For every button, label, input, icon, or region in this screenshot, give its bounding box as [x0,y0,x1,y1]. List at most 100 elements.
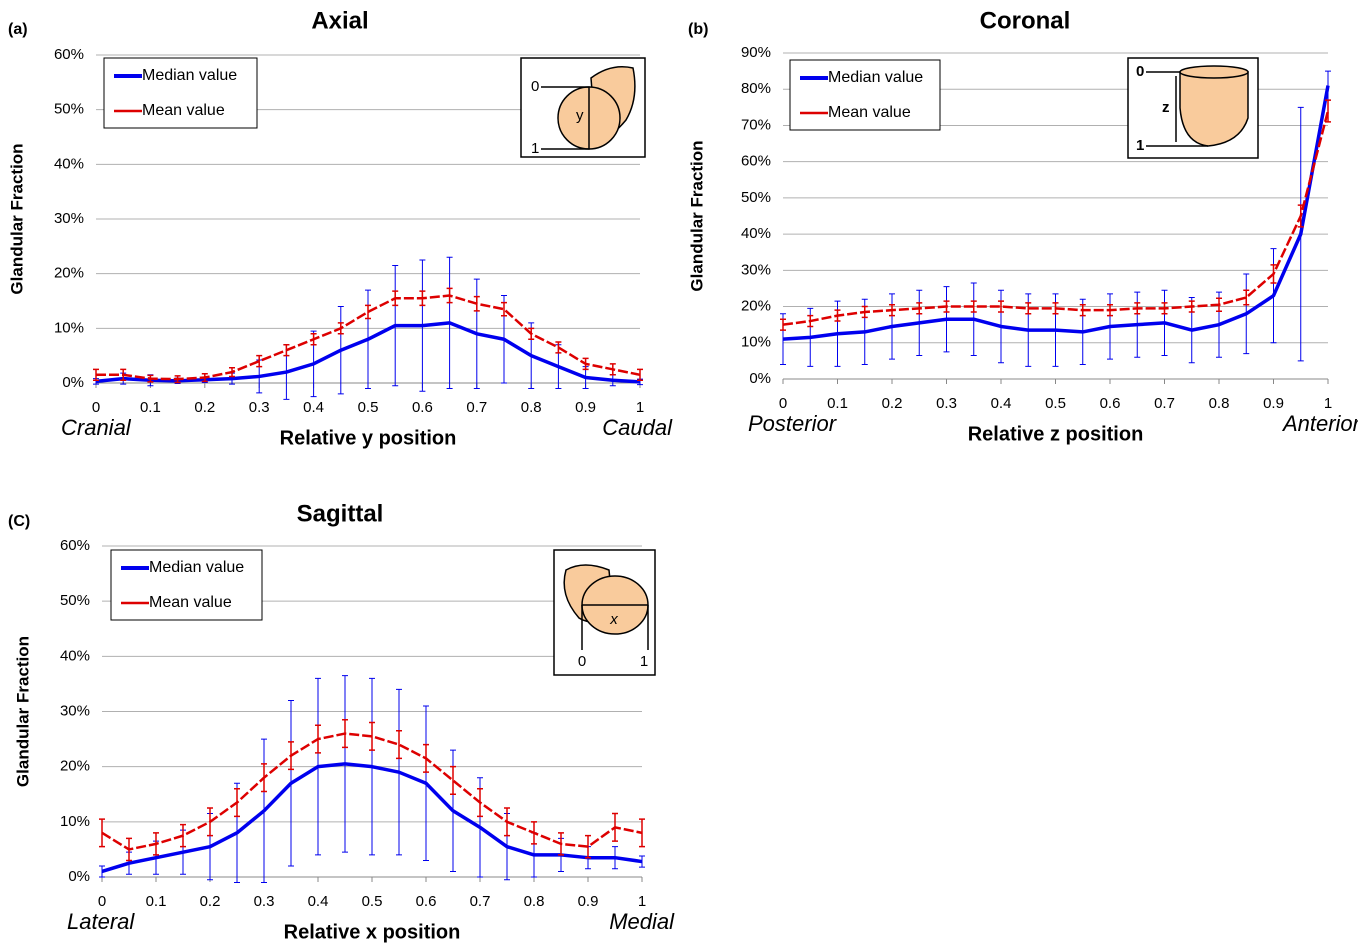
x-tick-label: 0.5 [358,399,379,416]
error-bar [1243,289,1250,306]
error-bar [396,730,402,760]
x-tick-label: 0.3 [249,399,270,416]
panel-label: (b) [688,21,708,38]
y-tick-label: 80% [741,80,771,97]
x-tick-label: 0.4 [308,893,329,910]
y-tick-label: 50% [60,592,90,609]
x-tick-label: 0.9 [575,399,596,416]
x-tick-label: 0.4 [303,399,324,416]
y-tick-label: 20% [741,298,771,315]
chart-panel: (C) Sagittal Glandular Fraction 0% 10% 20% 30%… [8,500,675,943]
error-bar [450,765,456,795]
error-bar [1025,302,1032,315]
y-tick-label: 30% [54,210,84,227]
legend-box [789,59,941,131]
series-line [101,762,643,874]
y-tick-label: 50% [741,189,771,206]
x-tick-label: 0.9 [578,893,599,910]
x-axis-label: Relative y position [280,427,457,449]
diagram-label: x [609,611,618,628]
y-tick-label: 10% [60,813,90,830]
x-tick-label: 0.6 [416,893,437,910]
legend-box [110,549,263,621]
y-axis-label: Glandular Fraction [7,143,26,294]
x-tick-label: 0.5 [1045,395,1066,412]
diagram-label: z [1162,99,1170,116]
y-tick-label: 0% [749,370,771,387]
legend-label: Median value [828,69,923,86]
annotation: Caudal [602,415,673,440]
x-tick-label: 1 [636,399,644,416]
x-tick-label: 0.8 [521,399,542,416]
chart-title: Sagittal [297,500,384,527]
x-tick-label: 0 [92,399,100,416]
y-tick-label: 60% [54,46,84,63]
series-line [101,732,643,851]
x-tick-label: 0.2 [194,399,215,416]
y-tick-label: 90% [741,44,771,61]
legend-label: Median value [142,67,237,84]
diagram-label: 1 [640,653,648,670]
series-line [782,85,1330,341]
diagram-label: 0 [531,78,539,95]
y-tick-label: 60% [741,153,771,170]
diagram-line [541,86,590,150]
series-line [782,110,1330,326]
x-tick-label: 0.7 [1154,395,1175,412]
y-tick-label: 10% [741,334,771,351]
x-tick-label: 0.2 [882,395,903,412]
error-bar [99,865,105,878]
x-tick-label: 1 [1324,395,1332,412]
y-tick-label: 60% [60,537,90,554]
annotation: Medial [609,909,675,934]
y-tick-label: 30% [741,261,771,278]
x-tick-label: 0.3 [936,395,957,412]
chart-title: Axial [311,7,368,34]
series-line [95,321,641,384]
y-tick-label: 30% [60,702,90,719]
diagram-label: 0 [578,653,586,670]
error-bar [365,304,371,320]
x-tick-label: 0.9 [1263,395,1284,412]
x-tick-label: 0.1 [146,893,167,910]
legend-label: Median value [149,559,244,576]
x-tick-label: 0.1 [827,395,848,412]
diagram-label: 0 [1136,63,1144,80]
y-axis-label: Glandular Fraction [687,140,706,291]
y-tick-label: 50% [54,101,84,118]
x-axis-label: Relative z position [968,423,1144,445]
x-tick-label: 0.6 [412,399,433,416]
chart-panel: (b) Coronal Glandular Fraction 0% 10% 20% 30% 4… [687,7,1358,445]
y-tick-label: 20% [60,758,90,775]
series-line [96,294,641,381]
annotation: Lateral [67,909,135,934]
x-tick-label: 0.7 [470,893,491,910]
x-tick-label: 0 [779,395,787,412]
y-tick-label: 40% [54,155,84,172]
legend-label: Mean value [828,104,911,121]
x-tick-label: 0.3 [254,893,275,910]
legend-label: Mean value [149,594,232,611]
y-tick-label: 0% [68,868,90,885]
x-tick-label: 0.6 [1100,395,1121,412]
panel-label: (C) [8,513,30,530]
diagram-label: 1 [531,140,539,157]
error-bar [99,818,105,848]
error-bar [998,300,1004,313]
x-tick-label: 0.1 [140,399,161,416]
diagram-shape [1179,65,1249,79]
x-tick-label: 1 [638,893,646,910]
x-axis-label: Relative x position [284,921,461,943]
diagram-shape [1179,71,1249,147]
panel-label: (a) [8,21,28,38]
error-bar [639,855,645,868]
y-tick-label: 40% [741,225,771,242]
y-tick-label: 40% [60,647,90,664]
x-tick-label: 0 [98,893,106,910]
diagram-label: 1 [1136,137,1144,154]
diagram-line [1146,71,1208,147]
x-tick-label: 0.4 [991,395,1012,412]
x-tick-label: 0.5 [362,893,383,910]
y-tick-label: 70% [741,116,771,133]
x-tick-label: 0.8 [524,893,545,910]
